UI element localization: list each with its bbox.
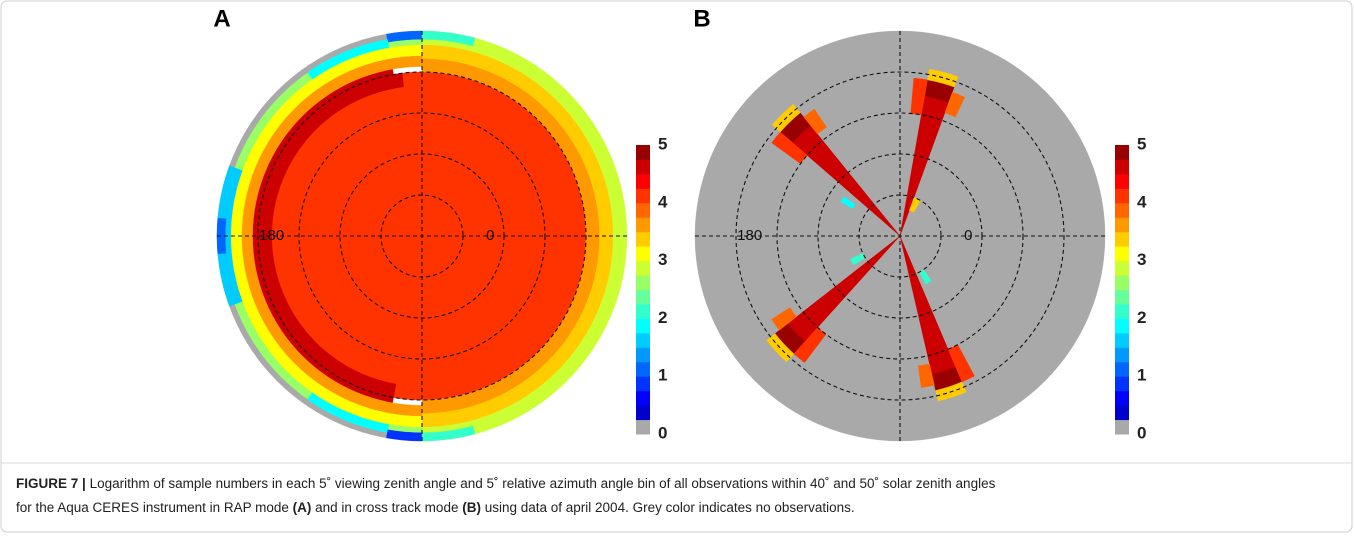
colorbar-tick-label: 4 [658,192,668,211]
colorbar-step [636,173,650,189]
colorbar-step [1115,376,1129,392]
plots: 0 180 A 0 1 2 3 4 5 0 180 B 0 1 2 3 4 5 [213,5,1147,442]
heatmap-cell [840,196,856,209]
colorbar-tick-label: 2 [658,308,667,327]
colorbar-step [1115,260,1129,276]
colorbar-step [1115,231,1129,247]
caption-line: FIGURE 7 | Logarithm of sample numbers i… [16,476,996,491]
heatmap-cell [307,392,390,433]
colorbar-step [1115,390,1129,406]
colorbar-step [1115,419,1129,435]
colorbar-step [1115,332,1129,348]
colorbar-step [636,275,650,290]
theta-tick-label: 180 [259,227,284,244]
colorbar-step [1115,318,1129,334]
colorbar-step [1115,246,1129,262]
caption-label: FIGURE 7 | [16,476,86,491]
colorbar-step [636,289,650,305]
colorbar-step [636,361,650,377]
colorbar-tick-label: 3 [1137,250,1146,269]
colorbar-step [636,231,650,247]
heatmap-cell [421,425,476,442]
colorbar-step [636,376,650,392]
caption-text: Logarithm of sample numbers in each 5˚ v… [90,476,996,491]
colorbar-step [636,419,650,435]
caption-text: (A) [293,500,312,515]
caption-line: for the Aqua CERES instrument in RAP mod… [16,500,855,515]
grid-circle [776,112,1024,360]
grid-circle [298,112,546,360]
heatmap-cell [216,217,227,255]
heatmap-cell [944,91,965,118]
colorbar-step [636,318,650,334]
colorbar-step [1115,202,1129,218]
colorbar-step [1115,361,1129,377]
theta-tick-label: 180 [737,227,762,244]
colorbar-step [636,217,650,233]
colorbar-step [1115,173,1129,189]
heatmap-cell [327,72,404,114]
colorbar-step [636,390,650,406]
colorbar-step [1115,303,1129,319]
colorbar-tick-label: 4 [1137,192,1147,211]
caption-text: using data of april 2004. Grey color ind… [481,500,855,515]
theta-tick-label: 0 [964,227,972,244]
colorbar-step [636,303,650,319]
colorbar-tick-label: 2 [1137,308,1146,327]
colorbar-step [1115,275,1129,290]
colorbar-tick-label: 0 [1137,423,1146,442]
colorbar-step [1115,159,1129,175]
colorbar-step [636,347,650,363]
panel-label: B [693,5,710,32]
caption-text: (B) [462,500,481,515]
colorbar-step [1115,289,1129,305]
colorbar-step [636,332,650,348]
caption-text: and in cross track mode [311,500,462,515]
colorbar-step [1115,405,1129,421]
theta-tick-label: 0 [486,227,494,244]
colorbar-tick-label: 0 [658,423,667,442]
grid-circle [257,71,587,401]
colorbar-step [1115,145,1129,160]
colorbar-step [1115,217,1129,233]
caption-text: for the Aqua CERES instrument in RAP mod… [16,500,293,515]
colorbar-tick-label: 1 [658,366,667,385]
colorbar-step [636,202,650,218]
colorbar-step [1115,188,1129,204]
colorbar-step [636,159,650,175]
heatmap-cell [803,108,827,135]
colorbar-step [636,405,650,421]
grid-circle [735,71,1065,401]
heatmap-cell [771,307,797,331]
panel-label: A [213,5,230,32]
colorbar-step [636,260,650,276]
colorbar-step [636,145,650,160]
colorbar-tick-label: 5 [1137,134,1146,153]
colorbar-tick-label: 3 [658,250,667,269]
colorbar-step [636,246,650,262]
colorbar-tick-label: 5 [658,134,667,153]
colorbar-step [636,188,650,204]
colorbar-step [1115,347,1129,363]
colorbar-tick-label: 1 [1137,366,1146,385]
heatmap-cell [918,363,935,388]
heatmap-cell [307,39,390,80]
